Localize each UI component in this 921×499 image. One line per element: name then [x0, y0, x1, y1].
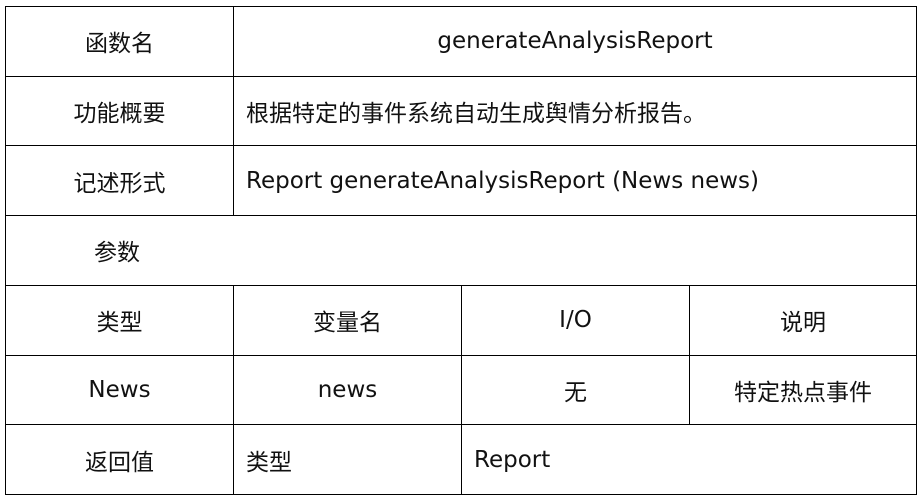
return-type-value: Report	[460, 424, 918, 495]
param-io-cell: 无	[461, 354, 690, 426]
params-label: 参数	[4, 215, 918, 286]
param-columns-row: 类型 变量名 I/O 说明	[5, 284, 918, 356]
signature-value: Report generateAnalysisReport (News news…	[232, 145, 918, 217]
param-col-desc: 说明	[688, 284, 918, 356]
return-row: 返回值 类型 Report	[5, 424, 918, 495]
param-type-cell: News	[5, 354, 234, 426]
summary-row: 功能概要 根据特定的事件系统自动生成舆情分析报告。	[5, 75, 918, 147]
param-name-cell: news	[233, 354, 462, 426]
summary-label: 功能概要	[5, 75, 234, 147]
params-header-row: 参数	[4, 215, 918, 286]
summary-value: 根据特定的事件系统自动生成舆情分析报告。	[232, 75, 918, 147]
param-col-io: I/O	[461, 284, 690, 356]
signature-row: 记述形式 Report generateAnalysisReport (News…	[5, 145, 918, 217]
return-label: 返回值	[5, 424, 234, 495]
param-col-name: 变量名	[233, 284, 462, 356]
param-col-type: 类型	[5, 284, 234, 356]
function-name-value: generateAnalysisReport	[232, 6, 918, 77]
param-row: News news 无 特定热点事件	[5, 354, 918, 426]
signature-label: 记述形式	[5, 145, 234, 217]
function-name-row: 函数名 generateAnalysisReport	[5, 6, 918, 77]
param-desc-cell: 特定热点事件	[688, 354, 918, 426]
function-name-label: 函数名	[5, 6, 234, 77]
function-spec-table: 函数名 generateAnalysisReport 功能概要 根据特定的事件系…	[4, 6, 918, 495]
return-type-label: 类型	[233, 424, 462, 495]
